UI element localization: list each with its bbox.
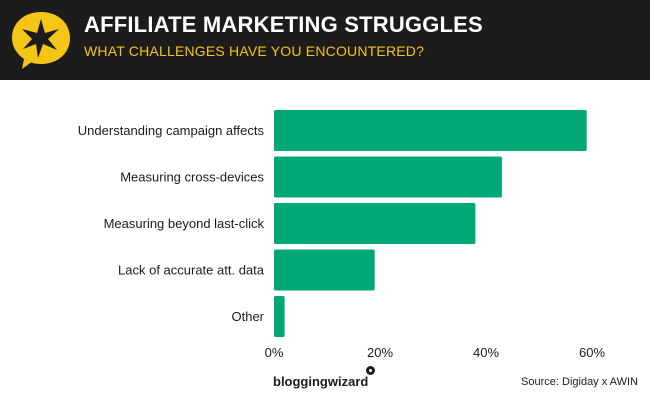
bar-chart: Understanding campaign affects Measuring …	[78, 110, 605, 360]
x-tick-label-0: 0%	[265, 345, 284, 360]
source-note: Source: Digiday x AWIN	[521, 376, 638, 388]
category-label-0: Understanding campaign affects	[78, 123, 265, 138]
bar-4	[274, 296, 285, 337]
category-label-2: Measuring beyond last-click	[104, 216, 265, 231]
bloggingwizard-logo: bloggingwizard	[273, 374, 369, 389]
bar-0	[274, 110, 587, 151]
category-label-1: Measuring cross-devices	[120, 170, 264, 185]
bar-1	[274, 156, 502, 198]
chart-subtitle: WHAT CHALLENGES HAVE YOU ENCOUNTERED?	[84, 43, 425, 59]
x-tick-label-2: 40%	[473, 345, 499, 360]
category-label-3: Lack of accurate att. data	[118, 263, 265, 278]
bar-2	[274, 203, 476, 244]
header-banner: AFFILIATE MARKETING STRUGGLES WHAT CHALL…	[0, 0, 650, 80]
logo-dot-icon	[366, 366, 375, 375]
bar-3	[274, 249, 375, 291]
x-tick-label-1: 20%	[367, 345, 393, 360]
category-label-4: Other	[231, 309, 264, 324]
chart-title: AFFILIATE MARKETING STRUGGLES	[84, 12, 483, 37]
x-tick-label-3: 60%	[579, 345, 605, 360]
star-speech-bubble-icon	[12, 12, 70, 69]
